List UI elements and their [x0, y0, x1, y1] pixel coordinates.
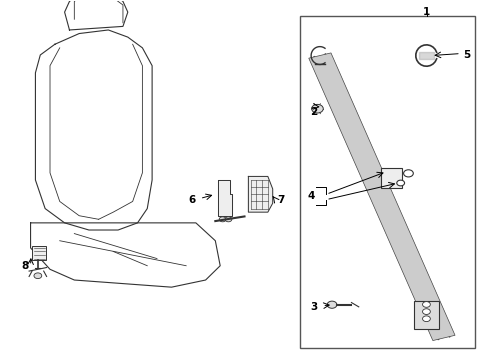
Polygon shape: [248, 176, 272, 212]
Text: 4: 4: [307, 191, 315, 201]
Circle shape: [311, 104, 323, 113]
Circle shape: [422, 302, 429, 307]
Circle shape: [326, 301, 336, 308]
Bar: [413, 301, 438, 329]
Circle shape: [396, 180, 404, 186]
Polygon shape: [35, 30, 152, 230]
Bar: [300, 16, 474, 348]
Circle shape: [422, 316, 429, 321]
Polygon shape: [308, 53, 454, 341]
Bar: [380, 168, 401, 188]
Text: 6: 6: [188, 195, 196, 204]
Circle shape: [34, 273, 41, 279]
Text: 8: 8: [21, 261, 28, 271]
Text: 5: 5: [463, 50, 470, 60]
Circle shape: [422, 309, 429, 314]
Polygon shape: [64, 0, 127, 30]
Circle shape: [219, 217, 225, 222]
Text: 3: 3: [310, 302, 317, 312]
Bar: [32, 246, 45, 260]
Circle shape: [403, 170, 412, 177]
Circle shape: [224, 217, 231, 222]
Text: 7: 7: [277, 195, 284, 204]
Text: 2: 2: [310, 107, 317, 117]
Text: 1: 1: [422, 7, 429, 17]
Polygon shape: [217, 180, 232, 216]
Polygon shape: [30, 223, 220, 287]
